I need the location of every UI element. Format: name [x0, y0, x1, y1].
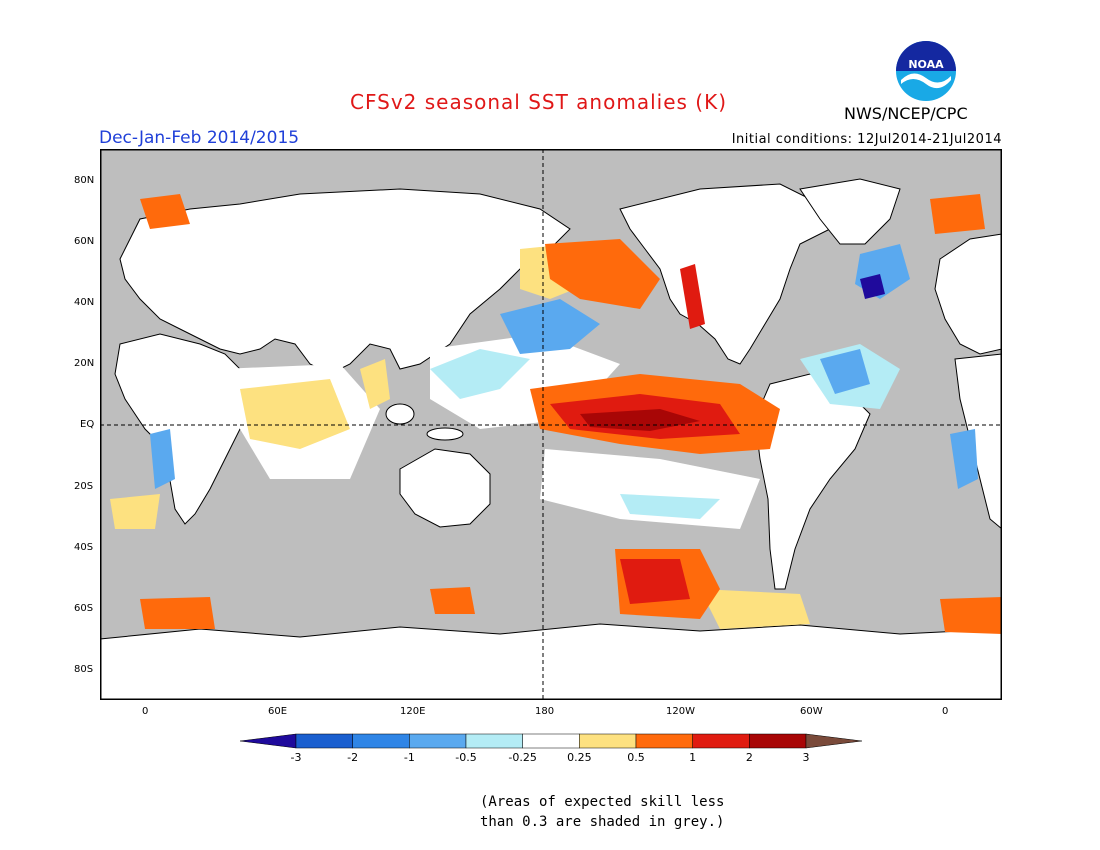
legend-swatch — [409, 733, 467, 749]
lat-label: 60S — [74, 603, 94, 614]
lat-label: 80S — [74, 664, 94, 675]
landmass-africa-east — [954, 353, 1002, 530]
noaa-logo: NOAA — [896, 41, 956, 101]
legend-swatch — [352, 733, 410, 749]
lon-label: 120W — [666, 706, 695, 717]
landmass-borneo — [385, 403, 415, 425]
legend-tick-labels: -3 -2 -1 -0.5 -0.25 0.25 0.5 1 2 3 — [291, 751, 810, 762]
legend-swatch-min — [240, 733, 297, 749]
legend-tick-label: 0.25 — [567, 751, 592, 762]
legend-swatch — [692, 733, 750, 749]
legend-tick-label: -0.5 — [455, 751, 476, 762]
lat-label: 60N — [74, 236, 95, 247]
lon-label: 120E — [400, 706, 426, 717]
cold-core-north-atlantic — [860, 274, 885, 299]
legend-tick-label: 3 — [803, 751, 810, 762]
landmass-australia — [399, 448, 491, 528]
initial-conditions-label: Initial conditions: 12Jul2014-21Jul2014 — [731, 132, 1002, 147]
lat-label: 20N — [74, 358, 95, 369]
landmass-new-guinea — [426, 427, 464, 441]
legend-tick-label: -0.25 — [508, 751, 536, 762]
landmass-eurasia — [119, 188, 571, 375]
lon-label: 0 — [942, 706, 949, 717]
legend-tick-label: -3 — [291, 751, 302, 762]
land — [100, 178, 1002, 700]
legend-tick-label: -2 — [347, 751, 358, 762]
color-legend: -3 -2 -1 -0.5 -0.25 0.25 0.5 1 2 3 — [240, 733, 862, 762]
legend-tick-label: -1 — [404, 751, 415, 762]
page-title: CFSv2 seasonal SST anomalies (K) — [350, 90, 727, 114]
lon-label: 180 — [535, 706, 555, 717]
legend-swatch — [522, 733, 580, 749]
landmass-africa — [114, 333, 261, 525]
season-label: Dec-Jan-Feb 2014/2015 — [99, 128, 300, 148]
lon-label: 0 — [142, 706, 149, 717]
lat-label: 20S — [74, 481, 94, 492]
legend-tick-label: 1 — [689, 751, 696, 762]
landmass-greenland — [799, 178, 901, 245]
lon-label: 60E — [268, 706, 288, 717]
landmass-antarctica — [100, 623, 1002, 700]
legend-swatch — [635, 733, 693, 749]
lat-label: 40N — [74, 297, 95, 308]
lat-label: EQ — [80, 419, 95, 430]
sst-anomaly-map — [100, 149, 1002, 700]
skill-note-line1: (Areas of expected skill less — [480, 794, 725, 810]
lat-label: 80N — [74, 175, 95, 186]
legend-tick-label: 0.5 — [627, 751, 645, 762]
legend-swatch — [465, 733, 523, 749]
landmass-europe-east — [934, 233, 1002, 355]
logo-text: NOAA — [908, 58, 944, 71]
cool-zones — [150, 244, 978, 489]
lon-label: 60W — [800, 706, 823, 717]
legend-swatch — [579, 733, 637, 749]
legend-swatches — [240, 733, 862, 749]
lat-label: 40S — [74, 542, 94, 553]
legend-tick-label: 2 — [746, 751, 753, 762]
skill-note: (Areas of expected skill less than 0.3 a… — [480, 792, 724, 832]
agency-label: NWS/NCEP/CPC — [844, 104, 968, 123]
skill-note-line2: than 0.3 are shaded in grey.) — [480, 814, 725, 830]
map-frame — [100, 149, 1002, 700]
legend-swatch-max — [805, 733, 862, 749]
legend-swatch — [295, 733, 353, 749]
legend-swatch — [749, 733, 807, 749]
